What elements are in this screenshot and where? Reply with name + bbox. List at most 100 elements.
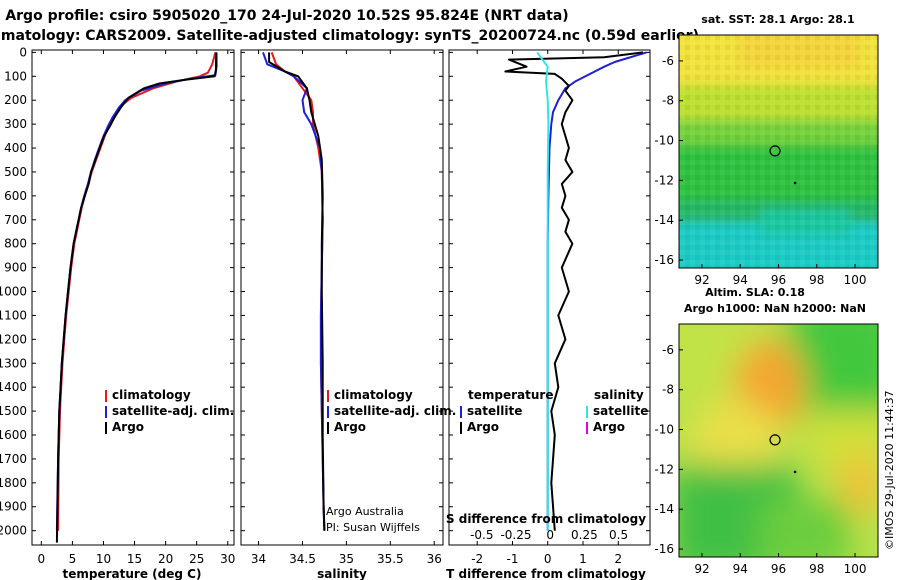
x-tick-label: 34.5 (289, 552, 316, 566)
depth-tick-label: 900 (4, 261, 27, 275)
title-line-1: Argo profile: csiro 5905020_170 24-Jul-2… (5, 8, 568, 24)
map-y-tick-label: -10 (654, 423, 674, 437)
salinity-series (262, 52, 326, 531)
depth-tick-label: 1400 (0, 380, 27, 394)
depth-tick-label: 1900 (0, 500, 27, 514)
series-climatology-line (270, 52, 326, 531)
depth-tick-label: 1800 (0, 476, 27, 490)
temperature-series (55, 52, 218, 543)
depth-tick-label: 1100 (0, 308, 27, 322)
temperature-x-label: temperature (deg C) (63, 567, 202, 580)
sla-map-ticks: 92 94 96 98 100 -6 -8 -10 -12 -14 -16 (654, 343, 866, 576)
legend-s-satellite: satellite (593, 404, 648, 418)
argo-position-circle (769, 434, 781, 446)
x-tick-label: 36 (427, 552, 442, 566)
x-tick-label: 10 (96, 552, 111, 566)
map-y-tick-label: -12 (654, 173, 674, 187)
depth-tick-label: 0 (19, 45, 27, 59)
depth-axis: 0 100 200 300 400 500 600 700 800 900 1000 1100 1200… (0, 45, 27, 537)
series-climatology-line (57, 52, 217, 531)
depth-tick-label: 100 (4, 69, 27, 83)
depth-tick-label: 1500 (0, 404, 27, 418)
map-x-tick-label: 96 (771, 273, 786, 287)
map-y-tick-label: -10 (654, 134, 674, 148)
difference-legend: temperature salinity satellite Argo sate… (460, 388, 648, 434)
x-tick-label: 0 (544, 552, 552, 566)
difference-x-label: T difference from climatology (446, 567, 646, 580)
x-tick-label: -1 (506, 552, 518, 566)
sst-heatmap (679, 35, 878, 268)
map-y-tick-label: -6 (662, 343, 674, 357)
x-tick-label: 35 (339, 552, 354, 566)
depth-tick-label: 700 (4, 213, 27, 227)
legend-argo-2: Argo (334, 420, 366, 434)
map-y-tick-label: -8 (662, 383, 674, 397)
x-tick-label: 30 (220, 552, 235, 566)
difference-panel: -2 -1 0 1 2 -0.5 -0.25 0 0.25 0.5 T difference f… (446, 49, 651, 580)
depth-tick-label: 1600 (0, 428, 27, 442)
s-difference-ticks: -0.5 -0.25 0 0.25 0.5 (470, 528, 628, 542)
depth-tick-label: 200 (4, 93, 27, 107)
depth-tick-label: 300 (4, 117, 27, 131)
sla-argo-marker (769, 434, 797, 474)
difference-frame (448, 49, 651, 546)
argo-track-dot (793, 181, 797, 185)
sla-heatmap (679, 324, 878, 557)
salinity-x-ticks: 34 34.5 35 35.5 36 (241, 50, 443, 566)
sst-map-title: sat. SST: 28.1 Argo: 28.1 (701, 13, 854, 26)
series-satellite-salinity-line (536, 51, 550, 531)
legend-satellite-adj-2: satellite-adj. clim. (334, 404, 456, 418)
title-line-2: Climatology: CARS2009. Satellite-adjuste… (0, 28, 699, 44)
map-x-tick-label: 98 (809, 273, 824, 287)
legend-climatology-2: climatology (334, 388, 413, 402)
map-y-tick-label: -16 (654, 253, 674, 267)
map-y-tick-label: -6 (662, 54, 674, 68)
depth-tick-label: 1200 (0, 332, 27, 346)
legend-t-argo: Argo (467, 420, 499, 434)
argo-track-dot (793, 470, 797, 474)
depth-tick-label: 500 (4, 165, 27, 179)
temperature-frame (31, 49, 235, 546)
difference-x-ticks: -2 -1 0 1 2 (449, 50, 650, 566)
map-x-tick-label: 100 (844, 273, 867, 287)
s-diff-tick-label: 0 (546, 528, 554, 542)
credit-argo-australia: Argo Australia (326, 505, 404, 518)
legend-t-satellite: satellite (467, 404, 522, 418)
sst-map-ticks: 92 94 96 98 100 -6 -8 -10 -12 -14 -16 (654, 54, 866, 287)
map-x-tick-label: 94 (733, 273, 748, 287)
legend-satellite-adj: satellite-adj. clim. (112, 404, 234, 418)
credit-pi: PI: Susan Wijffels (326, 521, 420, 534)
s-diff-tick-label: -0.5 (470, 528, 493, 542)
depth-tick-label: 2000 (0, 524, 27, 538)
map-x-tick-label: 94 (733, 562, 748, 576)
salinity-legend: climatology satellite-adj. clim. Argo (327, 388, 456, 434)
depth-tick-label: 800 (4, 237, 27, 251)
legend-temperature-heading: temperature (468, 388, 553, 402)
x-tick-label: 35.5 (377, 552, 404, 566)
map-y-tick-label: -14 (654, 213, 674, 227)
imos-credit: ©IMOS 29-Jul-2020 11:44:37 (883, 390, 896, 550)
map-x-tick-label: 96 (771, 562, 786, 576)
sla-map-title: Altim. SLA: 0.18 (705, 286, 805, 299)
legend-argo: Argo (112, 420, 144, 434)
s-diff-tick-label: 0.25 (571, 528, 598, 542)
map-y-tick-label: -8 (662, 94, 674, 108)
x-tick-label: -2 (471, 552, 483, 566)
sla-map: Altim. SLA: 0.18 Argo h1000: NaN h2000: … (654, 286, 879, 576)
legend-s-argo: Argo (593, 420, 625, 434)
legend-climatology: climatology (112, 388, 191, 402)
s-diff-tick-label: -0.25 (500, 528, 531, 542)
x-tick-label: 20 (158, 552, 173, 566)
series-argo-line (504, 51, 644, 531)
x-tick-label: 34 (251, 552, 266, 566)
map-x-tick-label: 92 (694, 562, 709, 576)
salinity-frame (240, 49, 444, 546)
map-x-tick-label: 92 (694, 273, 709, 287)
map-x-tick-label: 98 (809, 562, 824, 576)
x-tick-label: 5 (69, 552, 77, 566)
x-tick-label: 0 (38, 552, 46, 566)
x-tick-label: 25 (189, 552, 204, 566)
legend-salinity-heading: salinity (594, 388, 644, 402)
depth-tick-label: 1300 (0, 356, 27, 370)
